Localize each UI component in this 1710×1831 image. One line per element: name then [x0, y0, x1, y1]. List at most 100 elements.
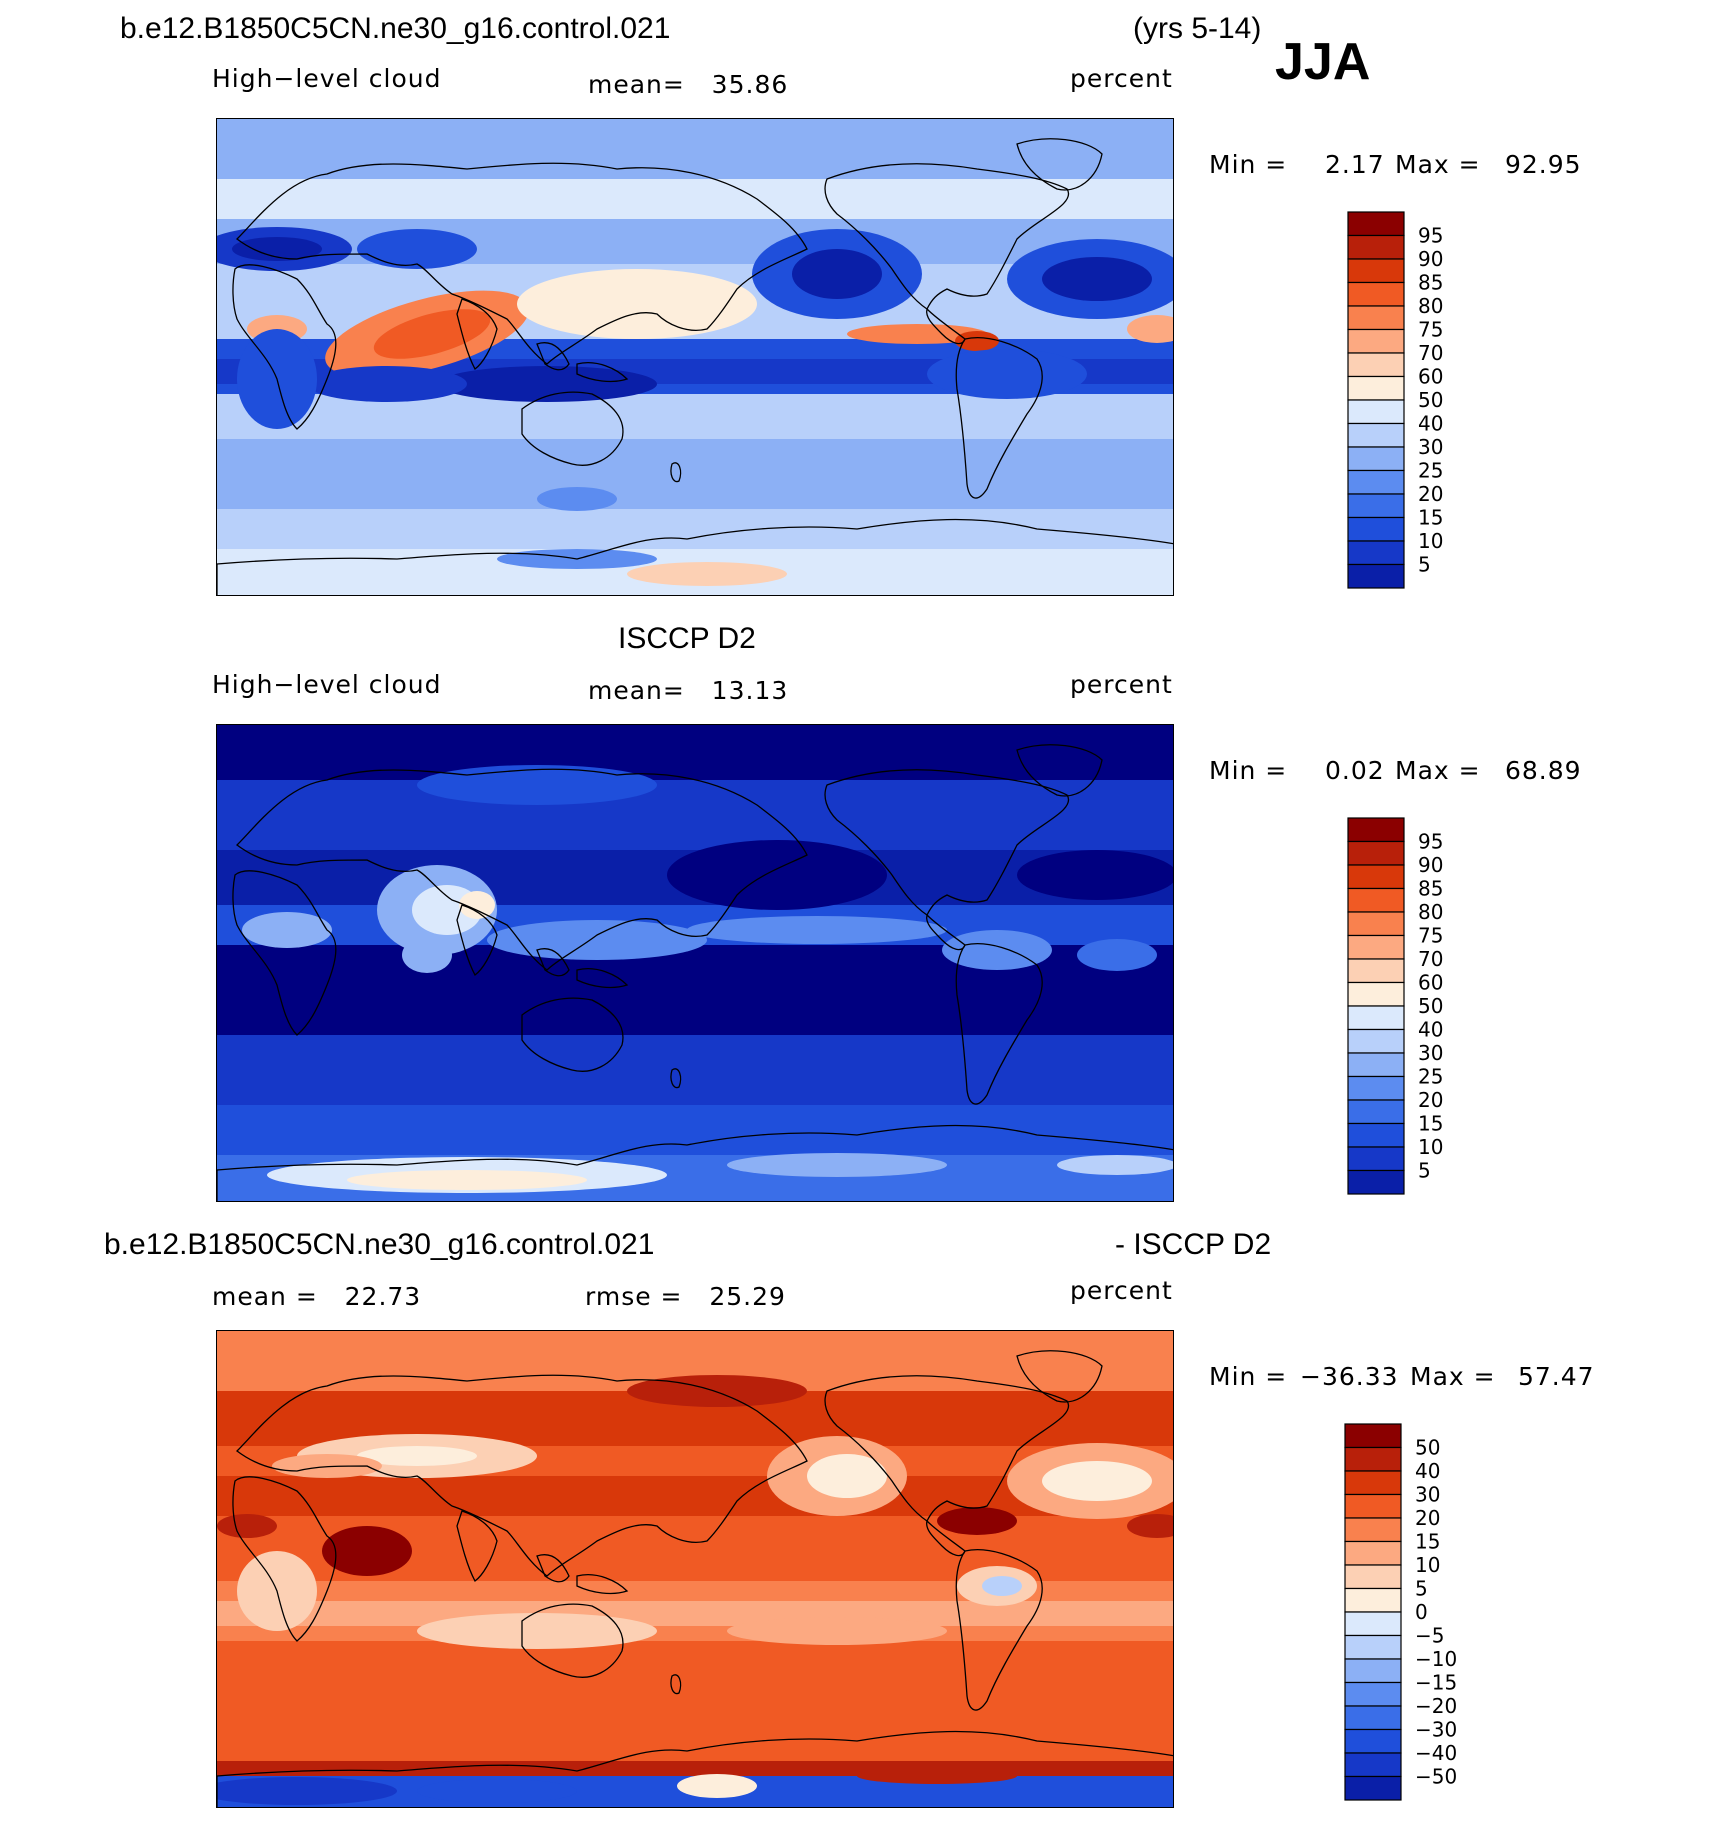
contour-region	[357, 229, 477, 269]
contour-region	[687, 916, 947, 944]
colorbar-box	[1347, 281, 1405, 307]
colorbar-tick-label: 75	[1418, 318, 1443, 342]
colorbar-tick-label: 85	[1418, 877, 1443, 901]
colorbar-tick-label: 15	[1415, 1530, 1440, 1554]
colorbar-box	[1344, 1634, 1402, 1660]
colorbar-tick-label: 90	[1418, 853, 1443, 877]
colorbar-box	[1347, 446, 1405, 472]
coastline	[670, 1674, 682, 1695]
contour-region	[927, 349, 1087, 399]
colorbar-box	[1347, 864, 1405, 890]
colorbar-box	[1347, 981, 1405, 1007]
coastline	[1016, 138, 1103, 191]
coastline	[955, 337, 1043, 499]
colorbar-tick-label: 20	[1418, 1088, 1443, 1112]
panel2-colorbar: 95 90 85 80 75 70 60 50 40 30 25 20 15 10 5	[1346, 816, 1466, 1203]
contour-region	[402, 937, 452, 973]
colorbar-tick-label: 50	[1415, 1436, 1440, 1460]
contour-band	[217, 439, 1173, 509]
colorbar-box	[1344, 1446, 1402, 1472]
colorbar-tick-label: 20	[1415, 1506, 1440, 1530]
contour-region	[792, 249, 882, 299]
colorbar-box	[1347, 1169, 1405, 1195]
contour-region	[517, 269, 757, 339]
contour-region	[857, 1768, 1017, 1784]
coastline	[955, 1549, 1043, 1711]
colorbar-box	[1347, 1052, 1405, 1078]
colorbar-tick-label: 10	[1418, 529, 1443, 553]
colorbar-box	[1344, 1752, 1402, 1778]
coastline	[232, 870, 337, 1036]
colorbar-tick-label: 75	[1418, 924, 1443, 948]
colorbar-box	[1347, 352, 1405, 378]
colorbar-box	[1347, 1146, 1405, 1172]
contour-region	[437, 366, 657, 402]
colorbar-tick-label: 5	[1418, 553, 1431, 577]
colorbar-tick-label: 40	[1418, 412, 1443, 436]
contour-region	[459, 891, 495, 919]
coastline	[232, 1476, 337, 1642]
contour-band	[217, 1671, 1173, 1761]
colorbar-tick-label: 85	[1418, 271, 1443, 295]
contour-region	[232, 237, 322, 261]
contour-region	[1017, 850, 1173, 900]
contour-region	[955, 331, 999, 351]
coastline	[576, 362, 629, 383]
colorbar-box	[1347, 328, 1405, 354]
contour-band	[217, 1105, 1173, 1155]
colorbar-tick-label: 95	[1418, 830, 1443, 854]
coastline	[576, 968, 629, 989]
colorbar-box	[1347, 817, 1405, 843]
colorbar-tick-label: 20	[1418, 482, 1443, 506]
colorbar-tick-label: −30	[1415, 1718, 1457, 1742]
contour-region	[1127, 1514, 1173, 1538]
panel1-max-label: Max =	[1395, 150, 1481, 179]
colorbar-box	[1347, 1099, 1405, 1125]
contour-band	[217, 1035, 1173, 1105]
coastline	[955, 943, 1043, 1105]
contour-region	[1127, 315, 1173, 343]
colorbar-box	[1347, 516, 1405, 542]
colorbar-tick-label: 40	[1418, 1018, 1443, 1042]
colorbar-tick-label: 60	[1418, 365, 1443, 389]
panel2-units: percent	[1070, 670, 1173, 699]
contour-region	[217, 1514, 277, 1538]
colorbar-tick-label: 30	[1415, 1483, 1440, 1507]
panel1-colorbar: 95 90 85 80 75 70 60 50 40 30 25 20 15 10 5	[1346, 210, 1466, 597]
colorbar-box	[1344, 1658, 1402, 1684]
colorbar-box	[1344, 1587, 1402, 1613]
colorbar-box	[1344, 1775, 1402, 1801]
case-name-title: b.e12.B1850C5CN.ne30_g16.control.021	[120, 12, 671, 45]
colorbar-box	[1347, 399, 1405, 425]
colorbar-tick-label: −5	[1415, 1624, 1444, 1648]
panel3-rmse: rmse = 25.29	[585, 1282, 786, 1311]
coastline	[217, 1730, 1173, 1807]
panel2-title: ISCCP D2	[618, 622, 756, 655]
coastline	[536, 1554, 570, 1583]
colorbar-tick-label: 50	[1418, 388, 1443, 412]
colorbar-box	[1347, 1028, 1405, 1054]
season-label: JJA	[1275, 33, 1371, 91]
colorbar-tick-label: 25	[1418, 459, 1443, 483]
contour-region	[357, 1446, 477, 1466]
colorbar-box	[1347, 563, 1405, 589]
colorbar-box	[1347, 375, 1405, 401]
coastline	[926, 1519, 966, 1557]
colorbar-tick-label: −10	[1415, 1647, 1457, 1671]
panel1-mean: mean= 35.86	[588, 70, 789, 99]
colorbar-tick-label: −50	[1415, 1765, 1457, 1789]
colorbar-box	[1347, 1122, 1405, 1148]
colorbar-box	[1347, 234, 1405, 260]
contour-region	[667, 840, 887, 910]
coastline	[670, 462, 682, 483]
contour-region	[937, 1507, 1017, 1535]
coastline	[236, 768, 808, 971]
contour-band	[217, 1761, 1173, 1776]
contour-region	[347, 1170, 587, 1190]
contour-region	[1057, 1155, 1173, 1175]
colorbar-box	[1347, 258, 1405, 284]
contour-region	[1042, 1461, 1152, 1501]
colorbar-tick-label: 25	[1418, 1065, 1443, 1089]
coastline	[824, 769, 1070, 916]
coastline	[456, 904, 498, 976]
